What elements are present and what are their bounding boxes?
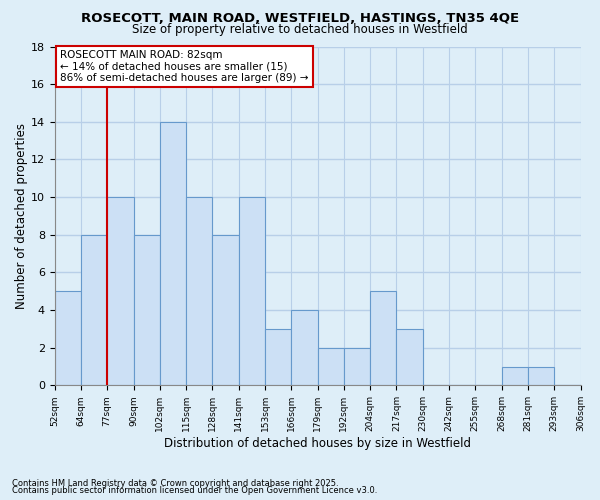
Bar <box>397 329 423 386</box>
Y-axis label: Number of detached properties: Number of detached properties <box>15 123 28 309</box>
Text: ROSECOTT, MAIN ROAD, WESTFIELD, HASTINGS, TN35 4QE: ROSECOTT, MAIN ROAD, WESTFIELD, HASTINGS… <box>81 12 519 26</box>
Bar <box>370 291 397 386</box>
Bar <box>186 197 212 386</box>
Bar <box>317 348 344 386</box>
Bar <box>291 310 317 386</box>
Text: Contains HM Land Registry data © Crown copyright and database right 2025.: Contains HM Land Registry data © Crown c… <box>12 478 338 488</box>
Bar <box>344 348 370 386</box>
Bar <box>265 329 291 386</box>
Text: ROSECOTT MAIN ROAD: 82sqm
← 14% of detached houses are smaller (15)
86% of semi-: ROSECOTT MAIN ROAD: 82sqm ← 14% of detac… <box>60 50 308 83</box>
Text: Size of property relative to detached houses in Westfield: Size of property relative to detached ho… <box>132 22 468 36</box>
Bar <box>212 234 239 386</box>
Bar <box>134 234 160 386</box>
Bar <box>81 234 107 386</box>
X-axis label: Distribution of detached houses by size in Westfield: Distribution of detached houses by size … <box>164 437 471 450</box>
Bar <box>107 197 134 386</box>
Bar <box>528 366 554 386</box>
Bar <box>160 122 186 386</box>
Bar <box>55 291 81 386</box>
Bar <box>239 197 265 386</box>
Bar <box>502 366 528 386</box>
Text: Contains public sector information licensed under the Open Government Licence v3: Contains public sector information licen… <box>12 486 377 495</box>
